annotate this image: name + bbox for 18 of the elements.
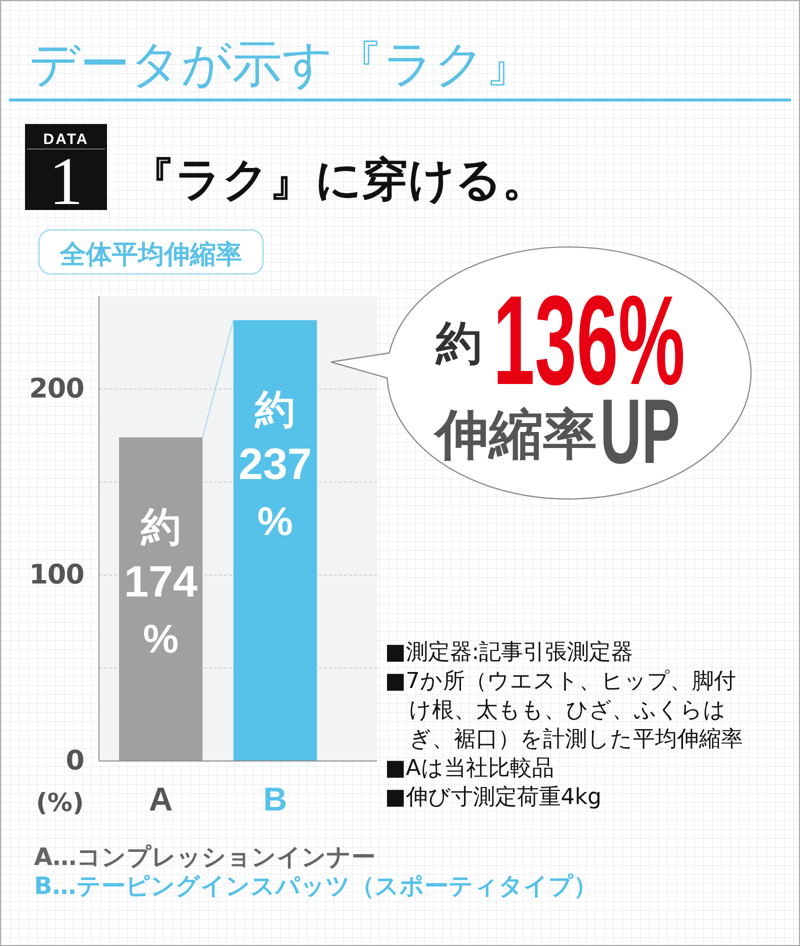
text: DATA 1	[43, 131, 89, 219]
y-axis-title: 全体平均伸縮率	[59, 240, 242, 270]
text: A…コンプレッションインナー	[34, 843, 377, 872]
text: ■7か所（ウエスト、ヒップ、脚付け根、太もも、ひざ、ふくらはぎ、裾口）を計測した平均伸縮率	[385, 668, 744, 754]
text: ■伸び寸測定荷重4kg	[385, 784, 602, 812]
chart-subtitle: 『ラク』に穿ける。	[129, 152, 548, 206]
y-tick-label: 0	[66, 746, 84, 777]
chart-title: データが示す『ラク』	[29, 35, 535, 93]
y-tick-label: 100	[29, 560, 84, 591]
x-tick-label: A	[148, 780, 173, 818]
x-tick-label: B	[263, 780, 288, 818]
data-label: 約174%	[124, 505, 198, 662]
text: ■測定器:記事引張測定器	[385, 639, 634, 667]
text: (%)	[36, 788, 84, 817]
y-tick-label: 200	[29, 374, 84, 405]
text: ■Aは当社比較品	[385, 755, 555, 783]
data-label: 約237%	[238, 388, 312, 544]
text: B…テーピングインスパッツ（スポーティタイプ）	[34, 872, 598, 901]
